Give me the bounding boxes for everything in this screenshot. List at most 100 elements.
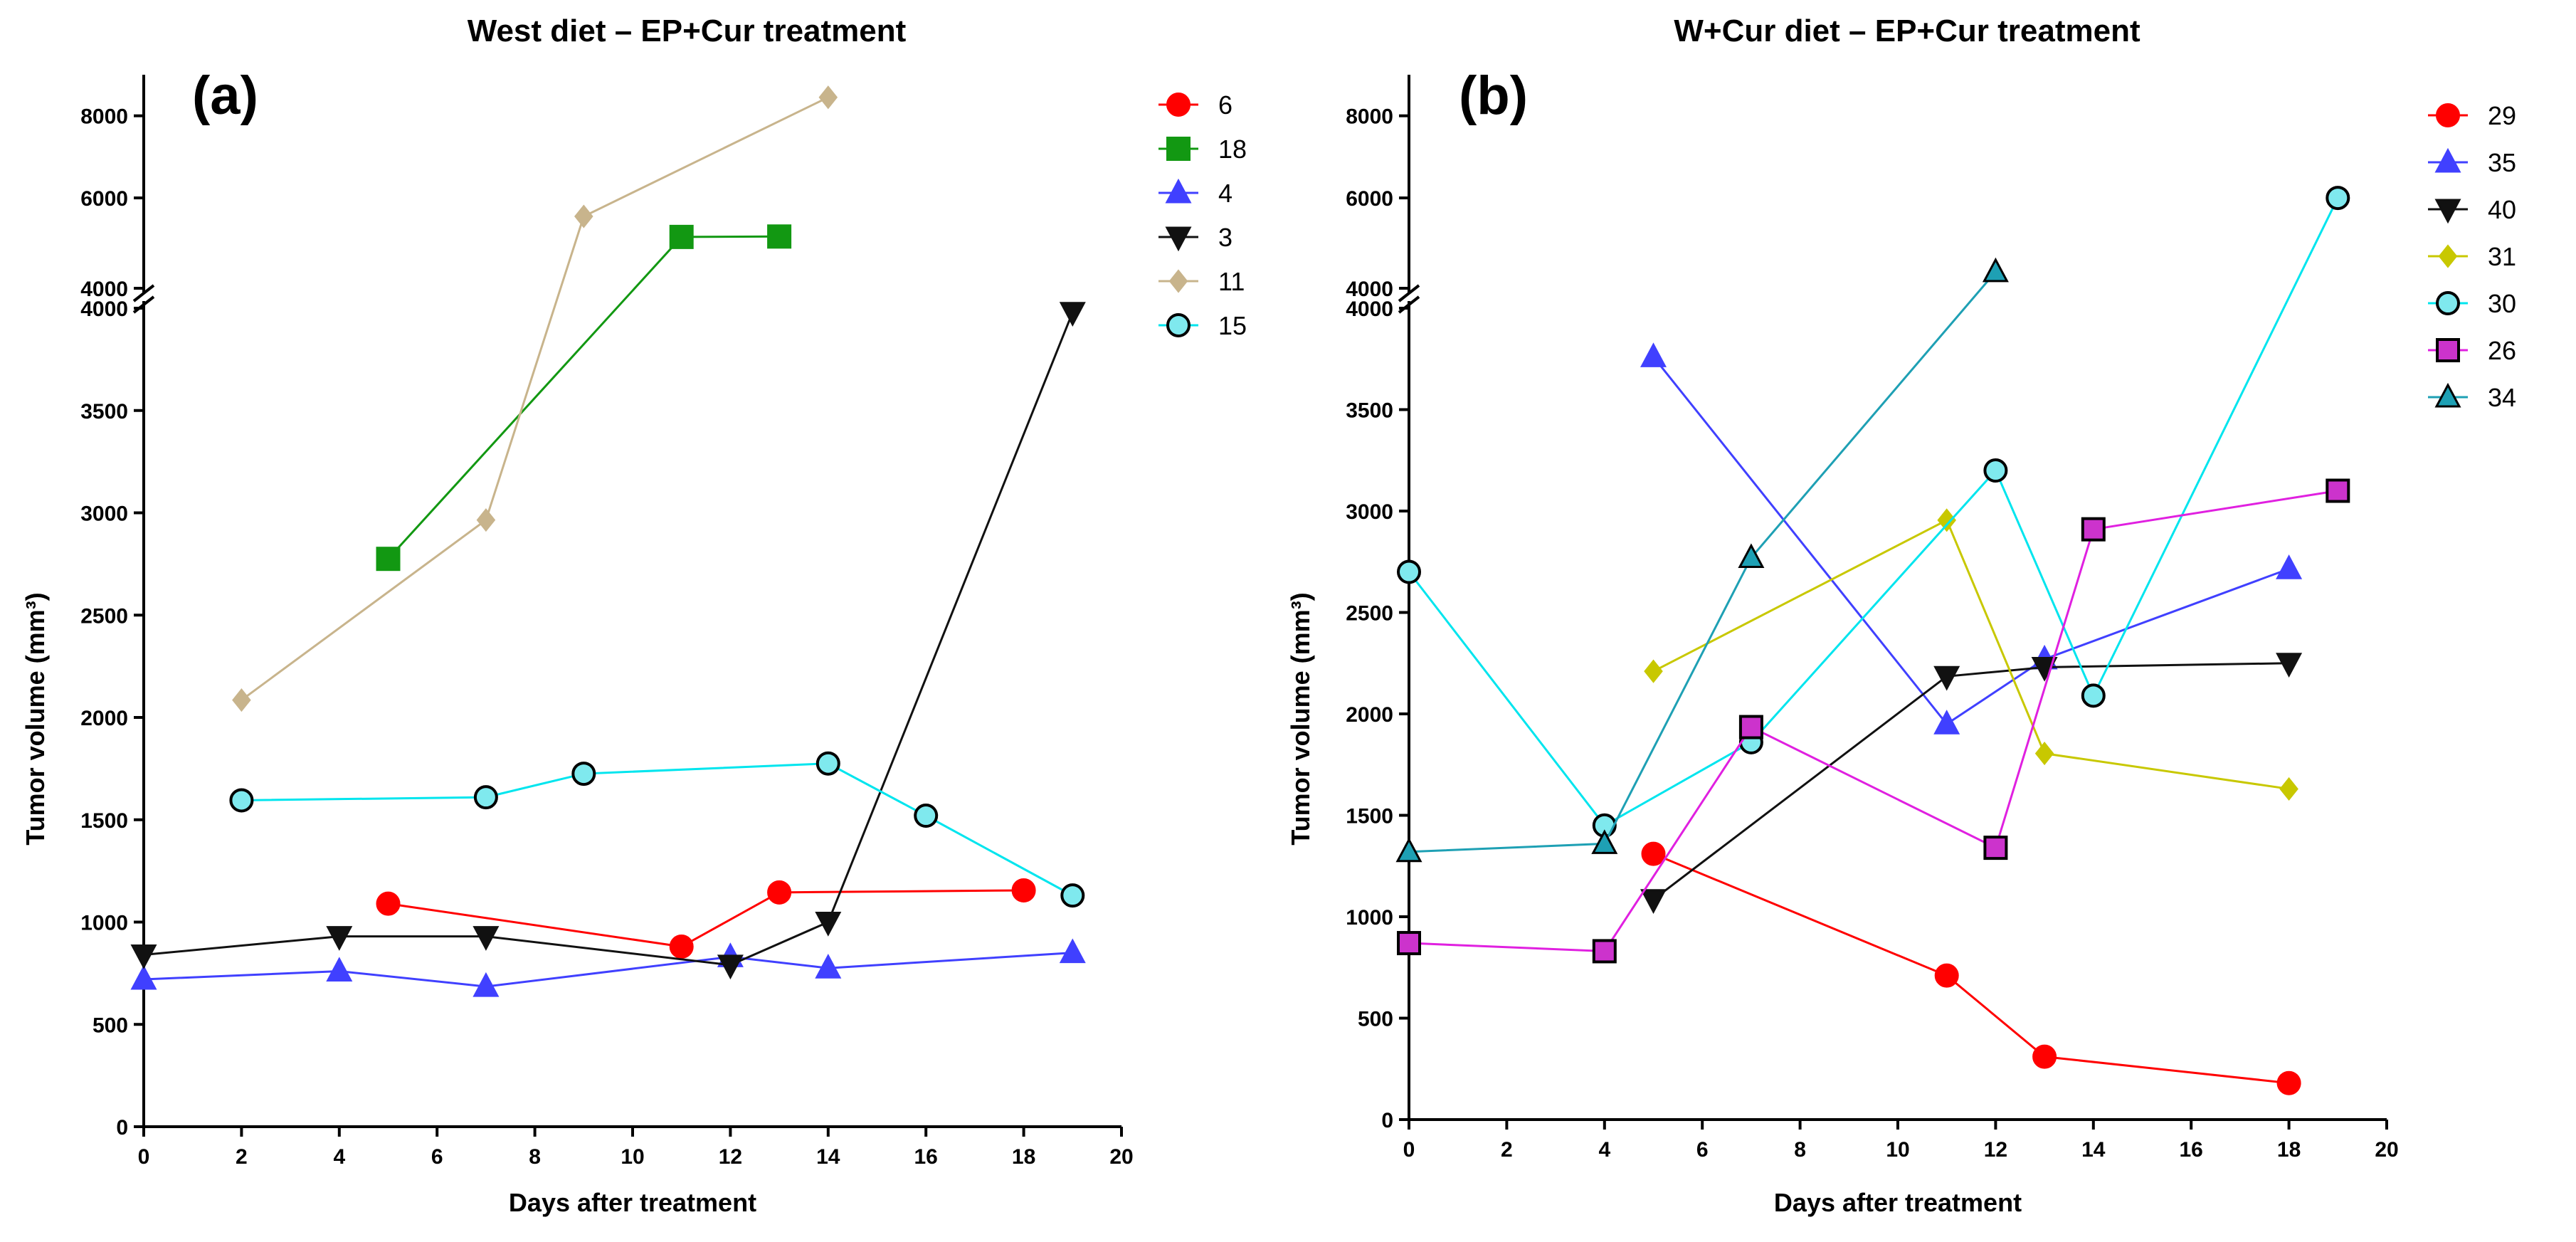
data-point [2276, 653, 2303, 678]
legend-marker [1168, 269, 1188, 293]
legend-marker [1165, 226, 1192, 252]
series-line [241, 762, 1074, 897]
data-point [1640, 889, 1667, 914]
data-point [376, 891, 401, 916]
series-18 [376, 224, 792, 572]
y-tick-label: 1000 [80, 912, 128, 935]
series-line [1408, 270, 1997, 853]
legend-label: 29 [2488, 101, 2516, 130]
data-point [2032, 1044, 2057, 1069]
data-point [1395, 837, 1422, 863]
x-tick-label: 16 [2180, 1138, 2203, 1162]
data-point [1738, 543, 1765, 569]
legend-marker [2436, 291, 2460, 315]
data-point [1059, 938, 1086, 964]
axis-break-mark [1398, 284, 1420, 302]
data-point [473, 926, 500, 951]
data-point [1738, 715, 1763, 740]
series-line [1408, 490, 2338, 952]
x-tick-label: 10 [621, 1145, 644, 1169]
series-30 [1397, 186, 2350, 838]
x-tick-label: 20 [2375, 1138, 2398, 1162]
legend-label: 4 [1218, 179, 1232, 208]
data-point [1933, 665, 1960, 691]
x-tick-label: 12 [1984, 1138, 2007, 1162]
series-line [241, 96, 829, 701]
legend-marker [1166, 313, 1191, 337]
series-15 [229, 751, 1085, 908]
data-point [1641, 841, 1666, 866]
data-point [669, 935, 694, 959]
data-point [1934, 963, 1959, 988]
y-tick-label: 2000 [80, 707, 128, 730]
x-tick-label: 14 [2081, 1138, 2106, 1162]
series-line [143, 312, 1074, 967]
y-tick-label: 8000 [80, 105, 128, 129]
x-axis-label: Days after treatment [509, 1188, 756, 1217]
series-line [388, 889, 1024, 948]
legend-marker [2434, 382, 2461, 408]
y-tick-label: 4000 [1346, 298, 1393, 321]
y-tick-label: 4000 [80, 298, 128, 321]
x-axis-label: Days after treatment [1774, 1188, 2022, 1217]
x-tick-label: 8 [529, 1145, 541, 1169]
x-tick-label: 2 [236, 1145, 248, 1169]
axis-break-mark [1398, 295, 1420, 314]
y-tick-label: 0 [116, 1116, 128, 1140]
data-point [717, 954, 744, 980]
y-tick-label: 4000 [80, 278, 128, 301]
y-tick-label: 6000 [1346, 187, 1393, 211]
y-tick-label: 3000 [1346, 500, 1393, 524]
x-tick-label: 12 [719, 1145, 742, 1169]
x-tick-label: 14 [816, 1145, 840, 1169]
x-tick-label: 10 [1886, 1138, 1909, 1162]
data-point [326, 926, 353, 951]
series-40 [1640, 653, 2303, 914]
legend-label: 31 [2488, 242, 2516, 271]
series-line [1652, 356, 2290, 726]
y-tick-label: 1500 [1346, 805, 1393, 828]
legend-label: 35 [2488, 148, 2516, 177]
data-point [2279, 777, 2298, 801]
series-26 [1397, 478, 2350, 964]
data-point [2326, 186, 2350, 211]
y-tick-label: 2000 [1346, 703, 1393, 727]
y-tick-label: 8000 [1346, 105, 1393, 129]
x-tick-label: 20 [1109, 1145, 1133, 1169]
legend-label: 34 [2488, 383, 2516, 412]
y-tick-label: 2500 [1346, 602, 1393, 626]
x-tick-label: 2 [1501, 1138, 1513, 1162]
data-point [571, 762, 596, 786]
series-line [1408, 197, 2339, 827]
y-tick-label: 6000 [80, 187, 128, 211]
data-point [2276, 554, 2303, 579]
x-tick-label: 6 [1696, 1138, 1709, 1162]
y-tick-label: 3500 [80, 400, 128, 423]
y-tick-label: 1000 [1346, 906, 1393, 930]
y-tick-label: 4000 [1346, 278, 1393, 301]
series-11 [232, 85, 838, 712]
series-3 [130, 302, 1086, 980]
data-point [815, 751, 840, 776]
data-point [376, 547, 401, 572]
data-point [2034, 741, 2054, 766]
data-point [1011, 878, 1036, 902]
data-point [815, 912, 842, 937]
series-31 [1644, 508, 2298, 801]
x-tick-label: 4 [1598, 1138, 1610, 1162]
x-tick-label: 18 [1012, 1145, 1035, 1169]
chart-panel-b: W+Cur diet – EP+Cur treatment (b) 0 2 4 6 8 10 1… [1286, 14, 2516, 1217]
chart-title: W+Cur diet – EP+Cur treatment [1674, 14, 2140, 48]
data-point [473, 972, 500, 997]
legend-label: 6 [1218, 90, 1232, 120]
data-point [326, 957, 353, 982]
legend-label: 3 [1218, 223, 1232, 252]
series-4 [130, 938, 1086, 997]
data-point [1397, 931, 1421, 956]
data-point [229, 788, 254, 813]
data-point [2326, 478, 2350, 503]
y-tick-label: 3000 [80, 502, 128, 526]
legend-label: 30 [2488, 289, 2516, 318]
data-point [232, 688, 251, 712]
